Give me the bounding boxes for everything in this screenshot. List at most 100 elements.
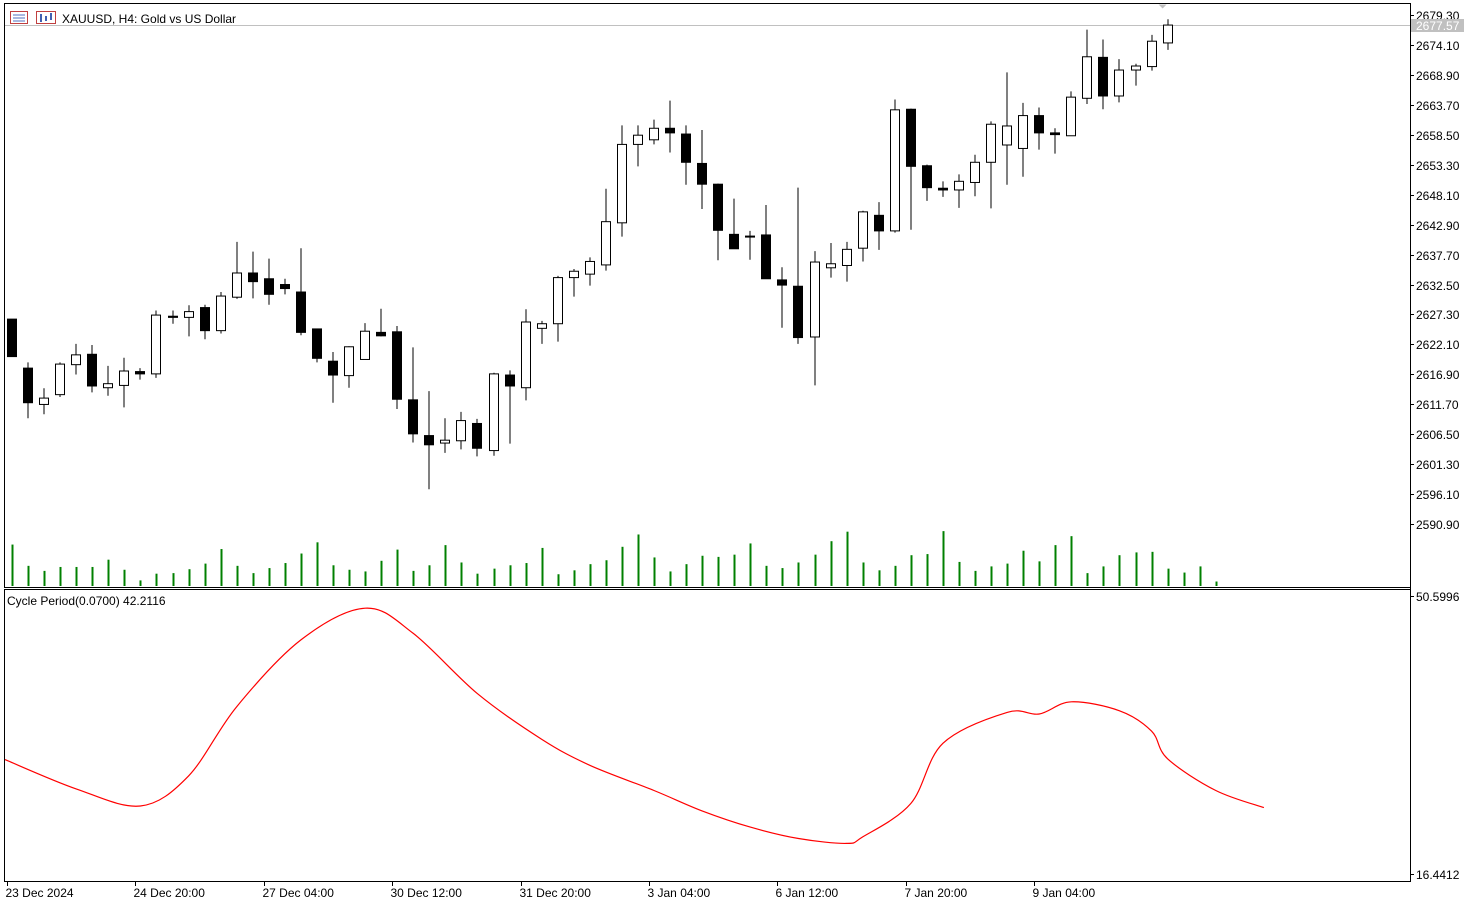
candle bbox=[216, 292, 226, 334]
candle bbox=[922, 164, 932, 201]
candle bbox=[1114, 59, 1124, 103]
candle bbox=[793, 187, 803, 344]
candle-body-bear bbox=[938, 187, 948, 191]
candle bbox=[633, 125, 643, 167]
price-tick-label: 2674.10 bbox=[1416, 39, 1460, 53]
chart-window-icon[interactable] bbox=[36, 11, 56, 24]
candle bbox=[1131, 63, 1141, 86]
candle bbox=[135, 368, 145, 380]
candle bbox=[168, 310, 178, 324]
time-tick-label: 23 Dec 2024 bbox=[6, 886, 74, 900]
candle bbox=[151, 310, 161, 378]
candle bbox=[938, 181, 948, 197]
candle-body-bull bbox=[649, 127, 659, 141]
candle-body-bear bbox=[505, 374, 515, 387]
candle bbox=[408, 347, 418, 443]
price-tick-label: 2622.10 bbox=[1416, 338, 1460, 352]
candle-body-bull bbox=[954, 180, 964, 191]
candle bbox=[970, 154, 980, 197]
candle-body-bull bbox=[553, 277, 563, 325]
candle-body-bear bbox=[1050, 132, 1060, 136]
candle bbox=[344, 346, 354, 388]
candle-body-bear bbox=[328, 360, 338, 376]
candle-body-bull bbox=[1002, 125, 1012, 146]
price-tick-label: 2590.90 bbox=[1416, 518, 1460, 532]
candle-body-bull bbox=[232, 272, 242, 298]
candle bbox=[248, 251, 258, 299]
candle bbox=[665, 100, 675, 153]
candle-body-bull bbox=[890, 109, 900, 232]
candle-body-bull bbox=[39, 397, 49, 405]
candle bbox=[826, 243, 836, 278]
indicator-caption: Cycle Period(0.0700) 42.2116 bbox=[7, 594, 166, 608]
candle bbox=[87, 345, 97, 393]
candle-body-bear bbox=[376, 331, 386, 337]
candle-body-bull bbox=[617, 143, 627, 224]
candle bbox=[296, 248, 306, 336]
candle bbox=[1050, 128, 1060, 154]
candle-body-bear bbox=[713, 183, 723, 231]
price-panel-frame bbox=[4, 3, 1411, 588]
candle bbox=[505, 370, 515, 444]
candle-body-bear bbox=[793, 285, 803, 339]
candle-body-bear bbox=[761, 234, 771, 280]
candle bbox=[1002, 72, 1012, 185]
candle-body-bear bbox=[906, 108, 916, 167]
candle bbox=[1147, 34, 1157, 71]
candle bbox=[617, 125, 627, 237]
candle bbox=[842, 241, 852, 282]
candle bbox=[777, 267, 787, 328]
candle bbox=[553, 275, 563, 342]
candle bbox=[745, 230, 755, 260]
time-axis: 23 Dec 2024 24 Dec 20:00 27 Dec 04:00 30 De… bbox=[6, 882, 1096, 900]
candle-body-bull bbox=[1018, 115, 1028, 149]
candle bbox=[681, 125, 691, 185]
candle-body-bear bbox=[168, 315, 178, 318]
current-price-marker bbox=[1158, 4, 1167, 9]
candle bbox=[729, 198, 739, 250]
candle-body-bull bbox=[585, 260, 595, 275]
price-tick-label: 2648.10 bbox=[1416, 189, 1460, 203]
candle bbox=[713, 183, 723, 261]
candle-body-bull bbox=[986, 123, 996, 163]
candle-body-bull bbox=[633, 134, 643, 145]
candle bbox=[119, 357, 129, 408]
candle bbox=[440, 418, 450, 453]
candle bbox=[585, 257, 595, 286]
candle-body-bull bbox=[569, 270, 579, 279]
candle bbox=[858, 210, 868, 262]
price-tick-label: 2632.50 bbox=[1416, 279, 1460, 293]
price-tick-label: 2611.70 bbox=[1416, 398, 1459, 412]
candle-body-bull bbox=[184, 311, 194, 318]
candle bbox=[328, 351, 338, 403]
candle-body-bear bbox=[408, 399, 418, 435]
candle bbox=[424, 391, 434, 490]
time-tick-label: 7 Jan 20:00 bbox=[905, 886, 968, 900]
candle bbox=[890, 99, 900, 233]
candles bbox=[7, 19, 1173, 490]
candle bbox=[810, 251, 820, 386]
candle-body-bear bbox=[264, 278, 274, 295]
candle bbox=[200, 304, 210, 340]
candle-body-bull bbox=[119, 370, 129, 386]
candle-body-bull bbox=[601, 221, 611, 266]
candle-body-bull bbox=[456, 420, 466, 442]
candle-body-bear bbox=[729, 233, 739, 250]
candle bbox=[472, 418, 482, 457]
candle bbox=[23, 362, 33, 419]
window-list-icon[interactable] bbox=[10, 11, 28, 24]
candle-body-bull bbox=[360, 330, 370, 360]
candle bbox=[1018, 102, 1028, 177]
candle bbox=[537, 320, 547, 344]
candle bbox=[312, 328, 322, 363]
candle-body-bull bbox=[71, 354, 81, 366]
candle bbox=[1082, 29, 1092, 105]
time-tick-label: 30 Dec 12:00 bbox=[391, 886, 463, 900]
candle bbox=[1098, 39, 1108, 110]
candle-body-bull bbox=[810, 261, 820, 338]
candle bbox=[232, 241, 242, 299]
price-tick-label: 2601.30 bbox=[1416, 458, 1460, 472]
candle-body-bear bbox=[312, 328, 322, 359]
candle bbox=[39, 388, 49, 415]
